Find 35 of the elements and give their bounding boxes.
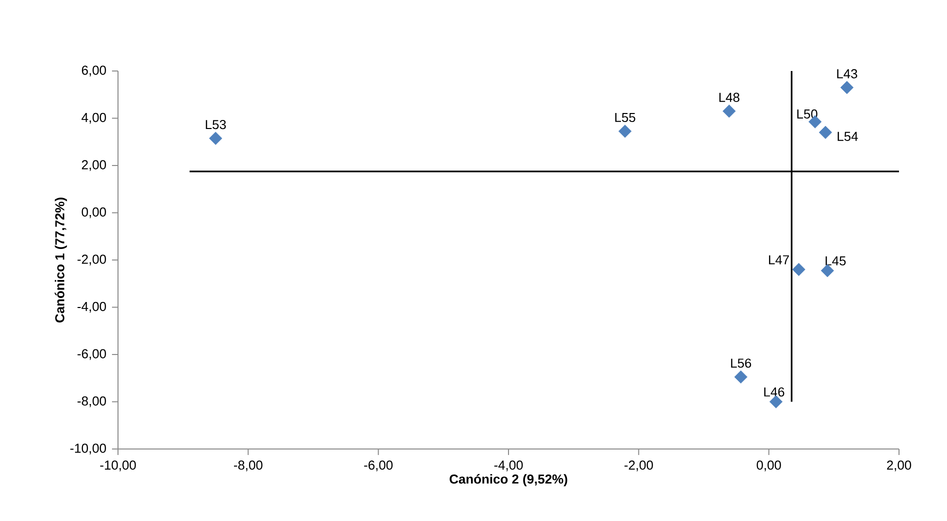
annotation: L53	[206, 120, 226, 130]
point	[818, 126, 832, 139]
annotation: L46	[764, 387, 784, 397]
y-tick-label: -8,00	[78, 396, 106, 408]
x-tick-label: -4,00	[494, 460, 523, 472]
x-tick-label: -2,00	[624, 460, 653, 472]
x-tick-label: 2,00	[887, 460, 912, 472]
annotation: L43	[837, 69, 858, 78]
y-tick-label: -2,00	[78, 254, 106, 266]
annotation: L54	[838, 132, 858, 141]
point	[792, 262, 806, 276]
point	[618, 124, 632, 138]
annotation: L55	[615, 113, 636, 122]
point	[734, 370, 748, 384]
point	[820, 264, 834, 278]
y-tick-label: 0,00	[82, 207, 106, 218]
y-tick-label: -6,00	[78, 349, 106, 360]
y-tick-label: 4,00	[82, 112, 106, 124]
y-tick-label: -10,00	[70, 444, 106, 454]
y-axis-title: Canónico 1 (77,72%)	[54, 198, 67, 322]
x-tick-label: -6,00	[364, 460, 393, 472]
annotation: L48	[719, 92, 740, 102]
annotation: L45	[826, 256, 846, 266]
point	[209, 132, 222, 145]
y-tick-label: -4,00	[78, 302, 106, 313]
x-tick-label: -8,00	[234, 460, 262, 472]
annotation: L47	[769, 255, 789, 264]
point	[840, 80, 854, 94]
x-tick-label: 0,00	[756, 460, 781, 472]
y-tick-label: 2,00	[82, 160, 106, 171]
y-tick-label: 6,00	[82, 66, 106, 76]
point	[722, 104, 736, 118]
annotation: L56	[731, 358, 752, 368]
x-axis-title: Canónico 2 (9,52%)	[450, 474, 568, 486]
x-tick-label: -10,00	[100, 460, 136, 472]
